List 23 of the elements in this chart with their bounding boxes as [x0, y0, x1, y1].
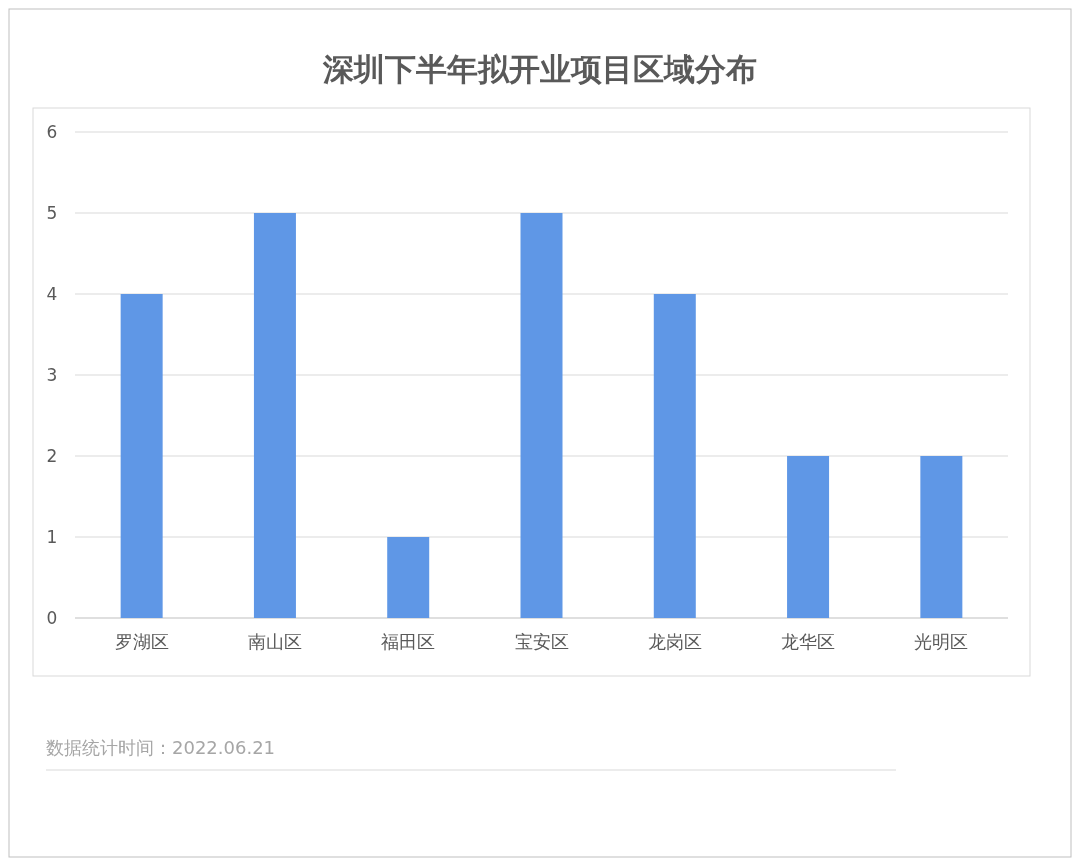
text: 数据统计时间：2022.06.21	[46, 737, 276, 758]
x-tick-label: 龙岗区	[647, 631, 702, 652]
bar	[520, 213, 563, 618]
y-tick-label: 0	[46, 607, 58, 628]
y-tick-label: 6	[46, 121, 58, 142]
y-tick-label: 5	[46, 202, 58, 223]
y-tick-label: 4	[46, 283, 58, 304]
bar	[253, 213, 296, 618]
bar	[387, 537, 430, 618]
y-tick-label: 2	[46, 445, 58, 466]
x-tick-label: 福田区	[381, 631, 436, 652]
chart-title: 深圳下半年拟开业项目区域分布	[322, 51, 757, 87]
bar	[653, 294, 696, 618]
bar	[787, 456, 830, 618]
bar	[920, 456, 963, 618]
x-tick-label: 罗湖区	[114, 631, 169, 652]
y-tick-label: 3	[46, 364, 58, 385]
x-tick-label: 龙华区	[781, 631, 836, 652]
x-tick-label: 宝安区	[514, 631, 569, 652]
bar	[120, 294, 163, 618]
x-tick-label: 南山区	[247, 631, 302, 652]
y-tick-label: 1	[46, 526, 58, 547]
x-tick-label: 光明区	[914, 631, 969, 652]
